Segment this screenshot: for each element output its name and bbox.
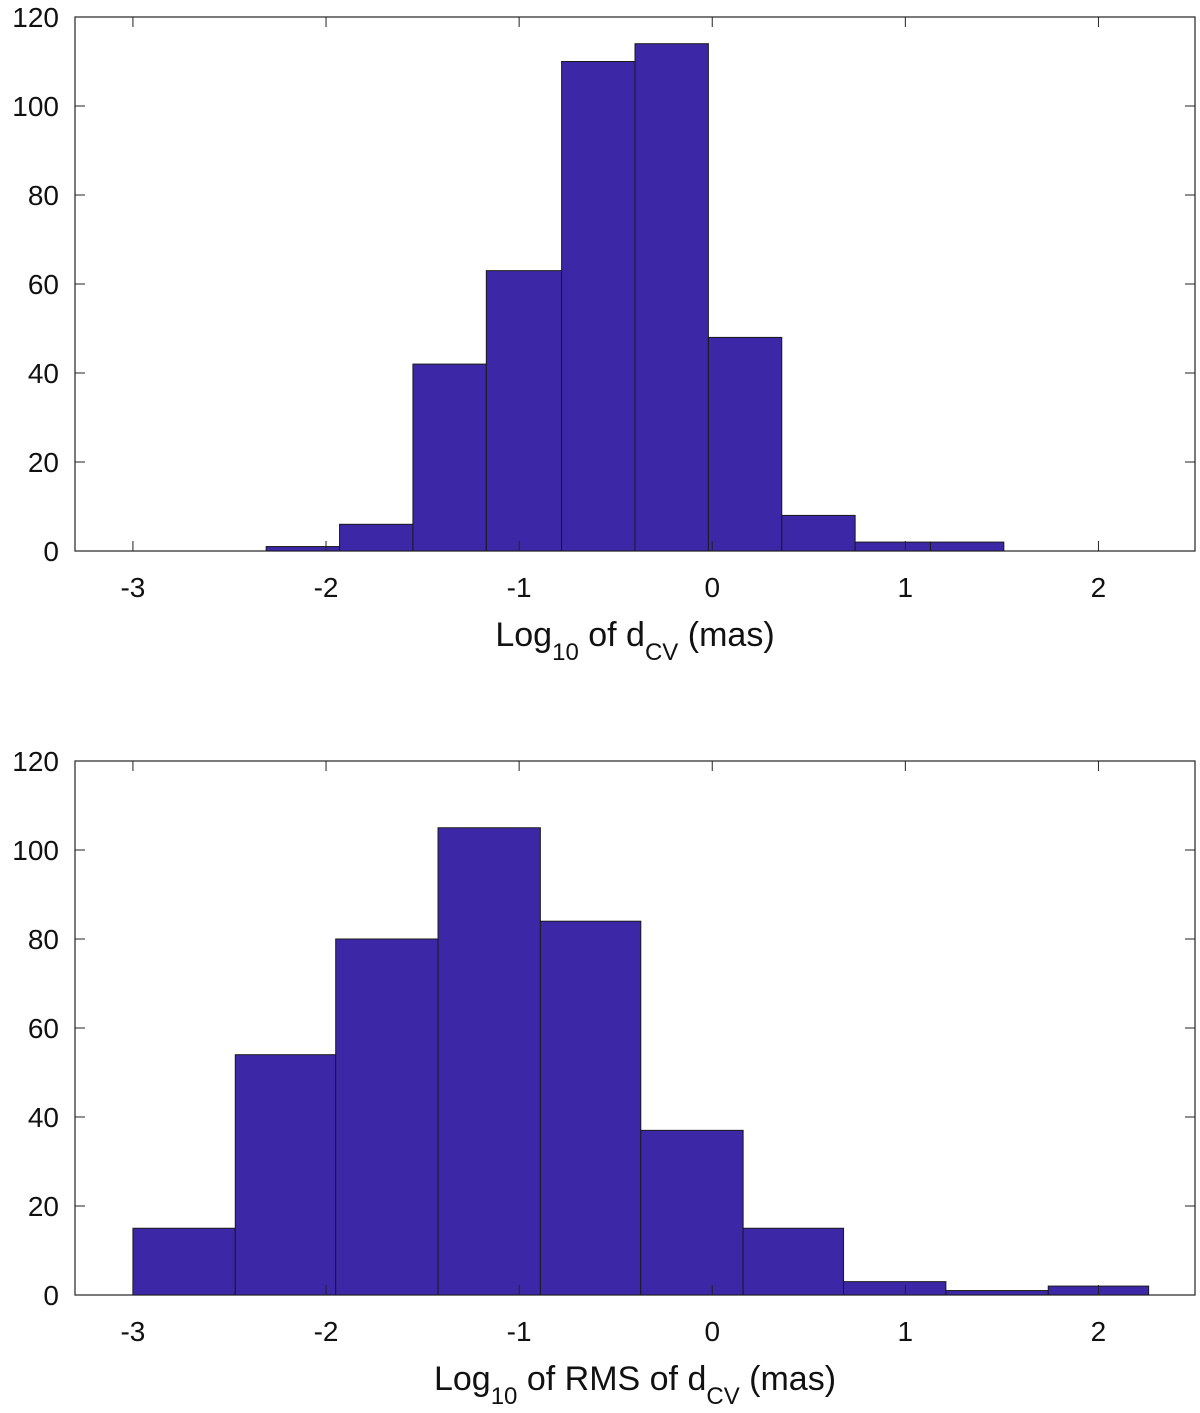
histogram-bar xyxy=(485,270,563,552)
histogram-bar xyxy=(234,1054,337,1296)
histogram-bars xyxy=(132,827,1150,1296)
x-tick-label: -3 xyxy=(120,572,145,603)
histogram-bar xyxy=(843,1281,947,1296)
y-tick-label: 100 xyxy=(12,835,59,866)
x-tick-label: 1 xyxy=(898,1316,914,1347)
y-tick-label: 100 xyxy=(12,91,59,122)
histogram-bar xyxy=(412,363,487,552)
x-axis-ticks: -3 -2 -1 0 1 2 xyxy=(120,761,1106,1347)
histogram-bar xyxy=(640,1129,744,1296)
x-tick-label: -2 xyxy=(314,1316,339,1347)
histogram-panel-top: 0 20 40 60 80 100 120 -3 -2 -1 0 1 2 Log10 of dCV (… xyxy=(12,2,1196,666)
x-tick-label: -1 xyxy=(507,1316,532,1347)
y-tick-label: 40 xyxy=(28,1102,59,1133)
histogram-bars xyxy=(265,43,1005,552)
histogram-bar xyxy=(339,523,414,552)
x-tick-label: 2 xyxy=(1091,1316,1107,1347)
y-tick-label: 0 xyxy=(43,1280,59,1311)
histogram-bar xyxy=(132,1227,236,1296)
histogram-bar xyxy=(265,546,341,552)
x-tick-label: 0 xyxy=(704,1316,720,1347)
histogram-bar xyxy=(854,541,931,552)
histogram-bar xyxy=(707,336,783,552)
histogram-bar xyxy=(335,938,439,1296)
y-tick-label: 120 xyxy=(12,746,59,777)
y-tick-label: 120 xyxy=(12,2,59,33)
y-axis-ticks: 0 20 40 60 80 100 120 xyxy=(12,746,1195,1311)
y-tick-label: 0 xyxy=(43,536,59,567)
x-tick-label: 2 xyxy=(1091,572,1107,603)
histogram-bar xyxy=(539,920,642,1296)
x-tick-label: -1 xyxy=(507,572,532,603)
x-axis-ticks: -3 -2 -1 0 1 2 xyxy=(120,17,1106,603)
x-axis-label: Log10 of RMS of dCV (mas) xyxy=(434,1360,836,1410)
x-tick-label: 0 xyxy=(704,572,720,603)
y-tick-label: 40 xyxy=(28,358,59,389)
y-axis-ticks: 0 20 40 60 80 100 120 xyxy=(12,2,1195,567)
histogram-bar xyxy=(781,514,856,552)
histogram-bar xyxy=(945,1290,1049,1296)
histogram-bar xyxy=(437,827,541,1296)
y-tick-label: 80 xyxy=(28,180,59,211)
histogram-bar xyxy=(561,61,636,552)
y-tick-label: 80 xyxy=(28,924,59,955)
histogram-panel-bottom: 0 20 40 60 80 100 120 -3 -2 -1 0 1 2 Log10 of RMS o… xyxy=(12,746,1196,1410)
y-tick-label: 20 xyxy=(28,1191,59,1222)
y-tick-label: 60 xyxy=(28,269,59,300)
y-tick-label: 20 xyxy=(28,447,59,478)
histogram-bar xyxy=(742,1227,845,1296)
x-tick-label: -3 xyxy=(120,1316,145,1347)
histogram-bar xyxy=(634,43,709,552)
y-tick-label: 60 xyxy=(28,1013,59,1044)
x-axis-label: Log10 of dCV (mas) xyxy=(495,616,774,666)
x-tick-label: 1 xyxy=(898,572,914,603)
histogram-bar xyxy=(929,541,1005,552)
x-tick-label: -2 xyxy=(314,572,339,603)
